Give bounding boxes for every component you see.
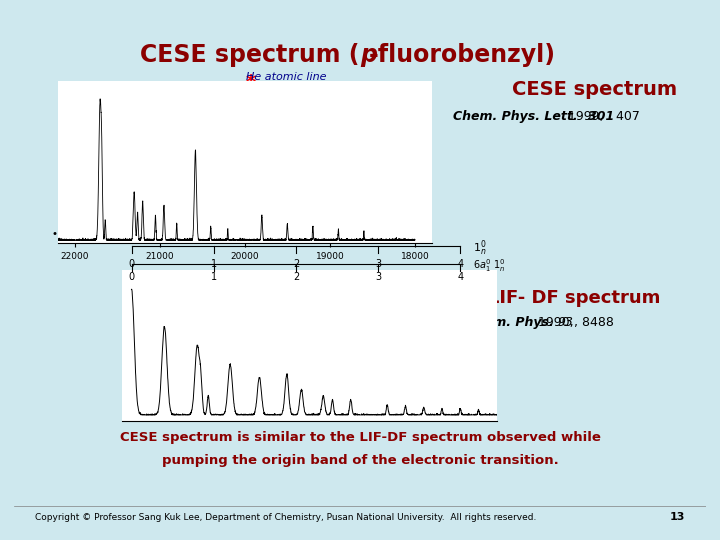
Text: 407: 407: [611, 110, 639, 123]
Text: 1: 1: [211, 272, 217, 281]
Text: J. Chem. Phys.: J. Chem. Phys.: [454, 316, 554, 329]
Text: , 8488: , 8488: [575, 316, 614, 329]
Text: 1999,: 1999,: [564, 110, 608, 123]
Text: p: p: [360, 43, 377, 67]
Text: CESE spectrum is similar to the LIF-DF spectrum observed while: CESE spectrum is similar to the LIF-DF s…: [120, 430, 600, 443]
Text: $1^0_n$: $1^0_n$: [473, 238, 487, 258]
Text: 3: 3: [375, 272, 381, 281]
Text: 13: 13: [670, 512, 685, 522]
Text: -fluorobenzyl): -fluorobenzyl): [369, 43, 556, 67]
Text: Chem. Phys. Lett.: Chem. Phys. Lett.: [454, 110, 578, 123]
Text: 2: 2: [293, 259, 299, 269]
Text: Copyright © Professor Sang Kuk Lee, Department of Chemistry, Pusan National Univ: Copyright © Professor Sang Kuk Lee, Depa…: [35, 512, 536, 522]
Text: LIF- DF spectrum: LIF- DF spectrum: [488, 289, 660, 307]
Text: •O exc.: •O exc.: [53, 229, 91, 239]
Text: pumping the origin band of the electronic transition.: pumping the origin band of the electroni…: [161, 454, 559, 467]
Text: *: *: [210, 121, 220, 140]
Text: 4: 4: [457, 259, 464, 269]
Text: 301: 301: [588, 110, 614, 123]
Text: He atomic line: He atomic line: [246, 72, 326, 83]
Text: 1990,: 1990,: [534, 316, 578, 329]
Text: 1: 1: [211, 259, 217, 269]
Text: CESE spectrum: CESE spectrum: [512, 80, 678, 99]
Text: 0: 0: [128, 259, 135, 269]
Text: 3: 3: [375, 259, 381, 269]
Text: 2: 2: [293, 272, 299, 281]
Text: *: *: [151, 129, 161, 148]
Text: *: *: [185, 129, 195, 148]
Text: 4: 4: [457, 272, 464, 281]
Text: 0: 0: [128, 272, 135, 281]
Text: $6a^0_1\ 1^0_n$: $6a^0_1\ 1^0_n$: [473, 257, 505, 274]
Text: CESE spectrum (: CESE spectrum (: [140, 43, 360, 67]
Text: 93: 93: [557, 316, 573, 329]
Text: *: *: [246, 73, 256, 92]
